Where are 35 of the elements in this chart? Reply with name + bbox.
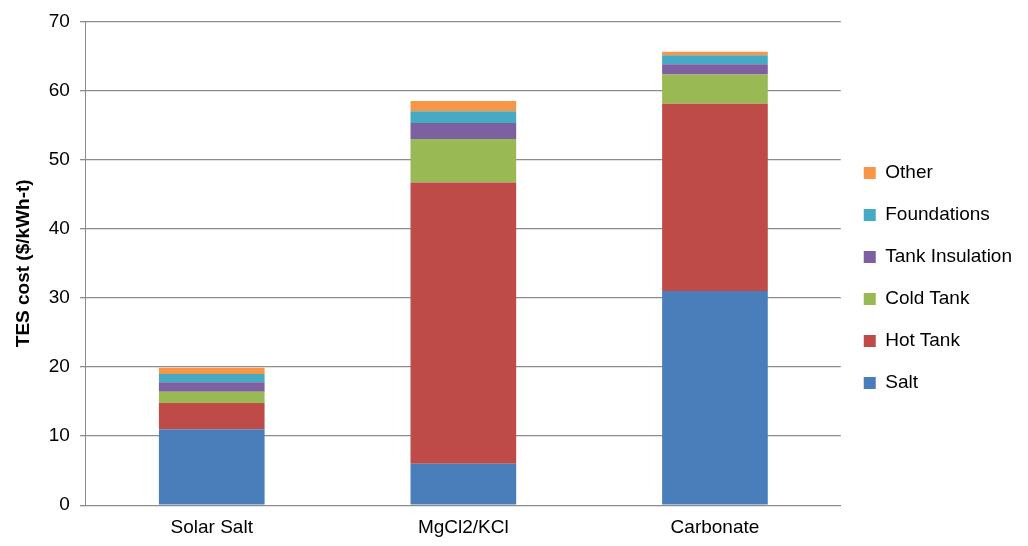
bar xyxy=(662,64,768,75)
y-tick-label: 40 xyxy=(48,216,70,238)
bar xyxy=(410,182,517,464)
bar xyxy=(662,74,768,104)
bar xyxy=(158,367,265,374)
bar xyxy=(158,382,265,392)
legend-label: Hot Tank xyxy=(885,329,961,351)
bar xyxy=(662,103,768,291)
legend-label: Other xyxy=(885,161,934,183)
bar xyxy=(158,391,265,403)
y-tick-label: 60 xyxy=(48,78,70,100)
y-tick-label: 70 xyxy=(48,9,70,31)
legend-label: Salt xyxy=(885,371,919,393)
legend-label: Tank Insulation xyxy=(885,245,1012,267)
bar xyxy=(410,463,517,505)
y-axis-title: TES cost ($/kWh-t) xyxy=(11,179,33,348)
y-tick-label: 50 xyxy=(48,147,70,169)
bar xyxy=(410,123,517,139)
bar xyxy=(158,402,265,430)
bar xyxy=(158,373,265,383)
bar xyxy=(410,111,517,123)
legend-label: Cold Tank xyxy=(885,287,970,309)
y-tick-label: 0 xyxy=(59,493,70,515)
x-tick-label: Solar Salt xyxy=(170,515,254,537)
bar xyxy=(158,429,265,505)
bar xyxy=(662,290,768,505)
x-tick-label: Carbonate xyxy=(670,515,760,537)
bar xyxy=(410,100,517,112)
y-tick-label: 10 xyxy=(48,424,70,446)
legend-label: Foundations xyxy=(885,203,990,225)
bar xyxy=(410,138,517,183)
y-tick-label: 20 xyxy=(48,355,70,377)
bar xyxy=(662,55,768,65)
x-tick-label: MgCl2/KCl xyxy=(417,515,509,537)
y-tick-label: 30 xyxy=(48,286,70,308)
